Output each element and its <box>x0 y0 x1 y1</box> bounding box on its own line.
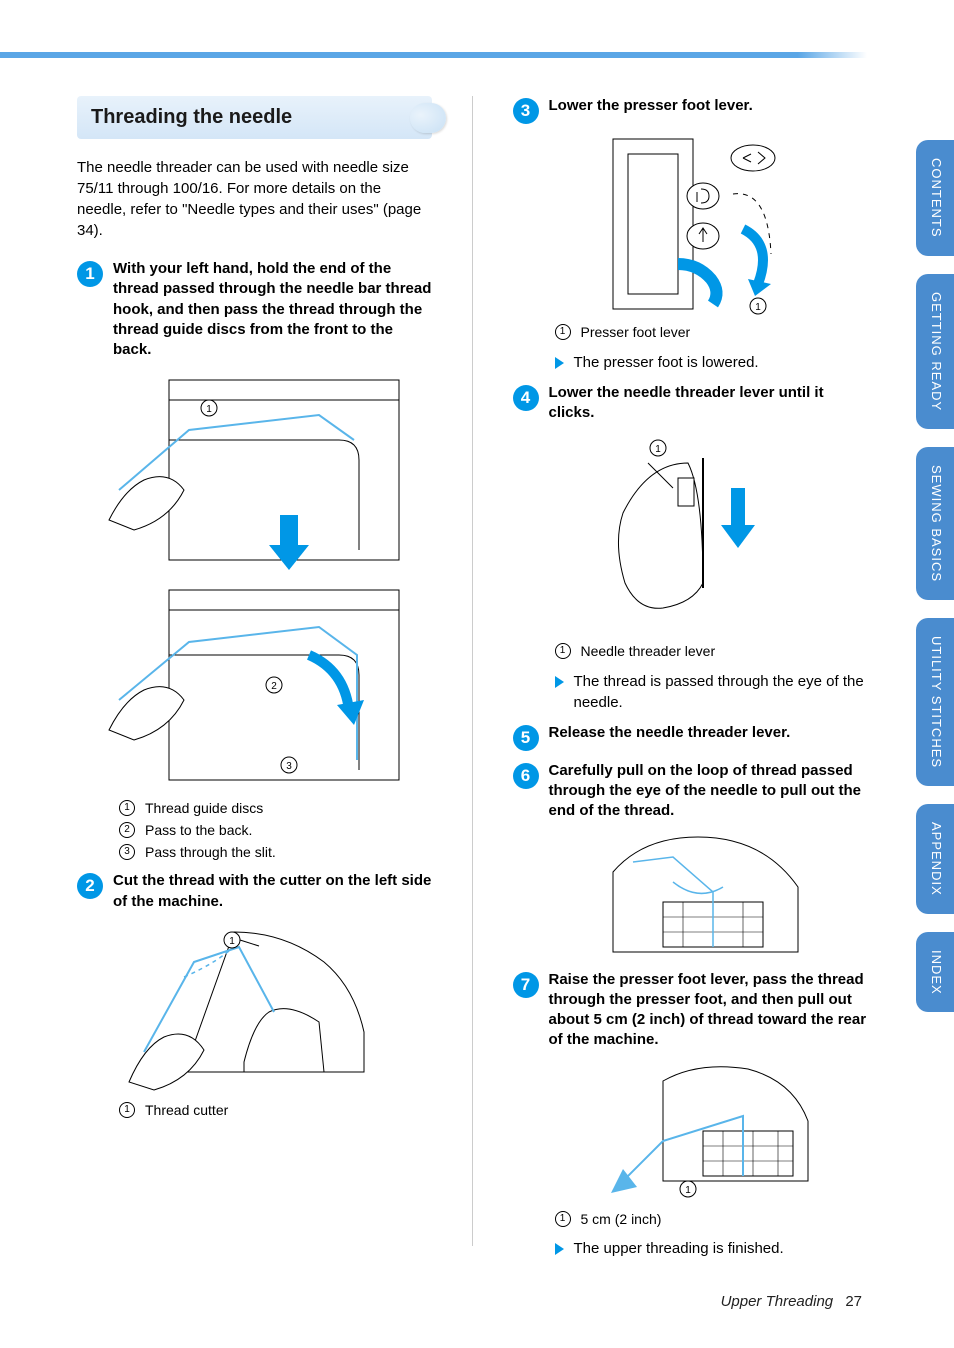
legend-text: Pass through the slit. <box>145 842 276 864</box>
step-number-badge: 1 <box>77 261 103 287</box>
svg-text:1: 1 <box>685 1185 691 1196</box>
result-text: The presser foot is lowered. <box>574 352 759 373</box>
svg-text:1: 1 <box>655 444 661 455</box>
diagram-presser-foot-lever: 1 <box>583 134 803 314</box>
step-title: Lower the needle threader lever until it… <box>549 383 868 424</box>
tab-index[interactable]: INDEX <box>916 932 954 1013</box>
top-rule <box>0 52 867 58</box>
step-7: 7 Raise the presser foot lever, pass the… <box>513 970 868 1051</box>
page-footer: Upper Threading 27 <box>721 1293 862 1310</box>
tab-contents[interactable]: CONTENTS <box>916 140 954 256</box>
step-number-badge: 5 <box>513 725 539 751</box>
step-body: With your left hand, hold the end of the… <box>113 259 432 360</box>
svg-text:2: 2 <box>271 681 277 692</box>
legend-step2: 1Thread cutter <box>119 1100 432 1122</box>
legend-text: Thread cutter <box>145 1100 228 1122</box>
step-title: Lower the presser foot lever. <box>549 96 868 116</box>
diagram-pull-loop <box>603 832 803 962</box>
step-2: 2 Cut the thread with the cutter on the … <box>77 871 432 912</box>
legend-text: 5 cm (2 inch) <box>581 1209 662 1231</box>
step-number-badge: 4 <box>513 385 539 411</box>
legend-text: Pass to the back. <box>145 820 252 842</box>
legend-step1: 1Thread guide discs 2Pass to the back. 3… <box>119 798 432 863</box>
step-3: 3 Lower the presser foot lever. <box>513 96 868 124</box>
step-number-badge: 7 <box>513 972 539 998</box>
result-text: The upper threading is finished. <box>574 1238 784 1259</box>
step-title: With your left hand, hold the end of the… <box>113 259 432 360</box>
left-column: Threading the needle The needle threader… <box>77 96 432 1269</box>
tab-utility-stitches[interactable]: UTILITY STITCHES <box>916 618 954 786</box>
legend-text: Presser foot lever <box>581 322 691 344</box>
svg-text:1: 1 <box>229 936 235 947</box>
result-step7: The upper threading is finished. <box>555 1238 868 1259</box>
svg-text:1: 1 <box>206 404 212 415</box>
step-number-badge: 2 <box>77 873 103 899</box>
tab-sewing-basics[interactable]: SEWING BASICS <box>916 447 954 600</box>
legend-text: Needle threader lever <box>581 641 716 663</box>
tab-getting-ready[interactable]: GETTING READY <box>916 274 954 429</box>
svg-text:3: 3 <box>286 761 292 772</box>
step-title: Release the needle threader lever. <box>549 723 868 743</box>
column-divider <box>472 96 473 1246</box>
step-4: 4 Lower the needle threader lever until … <box>513 383 868 424</box>
tab-appendix[interactable]: APPENDIX <box>916 804 954 914</box>
section-heading: Threading the needle <box>77 96 432 139</box>
intro-text: The needle threader can be used with nee… <box>77 157 432 241</box>
step-title: Carefully pull on the loop of thread pas… <box>549 761 868 822</box>
step-6: 6 Carefully pull on the loop of thread p… <box>513 761 868 822</box>
diagram-needle-threader-lever: 1 <box>603 433 793 633</box>
legend-step7: 15 cm (2 inch) <box>555 1209 868 1231</box>
legend-text: Thread guide discs <box>145 798 263 820</box>
result-step3: The presser foot is lowered. <box>555 352 868 373</box>
result-step4: The thread is passed through the eye of … <box>555 671 868 713</box>
legend-step3: 1Presser foot lever <box>555 322 868 344</box>
result-marker-icon <box>555 1243 564 1255</box>
step-title: Cut the thread with the cutter on the le… <box>113 871 432 912</box>
footer-page-number: 27 <box>845 1293 862 1310</box>
result-marker-icon <box>555 676 564 688</box>
section-heading-text: Threading the needle <box>91 106 292 128</box>
step-5: 5 Release the needle threader lever. <box>513 723 868 751</box>
diagram-pull-thread: 1 <box>603 1061 813 1201</box>
side-tabs: CONTENTS GETTING READY SEWING BASICS UTI… <box>916 140 954 1012</box>
result-text: The thread is passed through the eye of … <box>574 671 868 713</box>
step-number-badge: 6 <box>513 763 539 789</box>
diagram-thread-guide: 1 2 3 <box>99 370 409 790</box>
right-column: 3 Lower the presser foot lever. 1 1Press… <box>513 96 868 1269</box>
step-1: 1 With your left hand, hold the end of t… <box>77 259 432 360</box>
step-title: Raise the presser foot lever, pass the t… <box>549 970 868 1051</box>
svg-text:1: 1 <box>755 302 761 313</box>
legend-step4: 1Needle threader lever <box>555 641 868 663</box>
footer-section: Upper Threading <box>721 1293 834 1310</box>
result-marker-icon <box>555 357 564 369</box>
diagram-thread-cutter: 1 <box>124 922 384 1092</box>
step-number-badge: 3 <box>513 98 539 124</box>
page-body: Threading the needle The needle threader… <box>77 96 867 1269</box>
